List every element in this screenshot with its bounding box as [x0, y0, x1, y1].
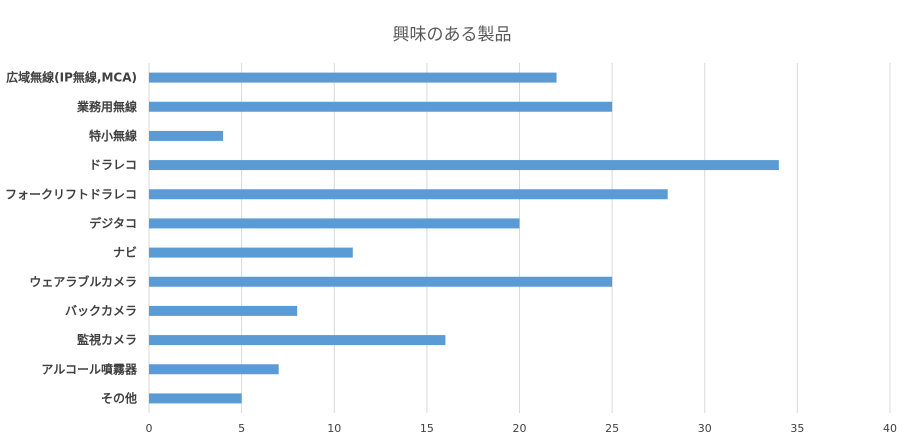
- grid-lines: [148, 63, 891, 413]
- category-labels: 広域無線(IP無線,MCA) 業務用無線特小無線ドラレコフォークリフトドラレコデジ…: [5, 70, 138, 406]
- bars: [149, 72, 779, 404]
- x-tick-label-0: 0: [146, 422, 153, 435]
- bar-4: [149, 160, 779, 171]
- x-tick-label-40: 40: [883, 422, 897, 435]
- category-label-2: 業務用無線: [76, 99, 137, 114]
- bar-3: [149, 130, 224, 141]
- bar-8: [149, 276, 613, 287]
- bar-7: [149, 247, 353, 258]
- category-label-6: デジタコ: [89, 215, 137, 230]
- category-label-8: ウェアラブルカメラ: [29, 274, 137, 289]
- category-label-4: ドラレコ: [89, 158, 137, 172]
- bar-6: [149, 218, 520, 229]
- bar-2: [149, 101, 613, 112]
- bar-11: [149, 364, 279, 375]
- bar-10: [149, 335, 446, 346]
- x-tick-label-5: 5: [238, 422, 245, 435]
- chart-title: 興味のある製品: [393, 25, 512, 45]
- category-label-9: バックカメラ: [65, 304, 137, 318]
- x-tick-label-10: 10: [327, 422, 341, 435]
- bar-9: [149, 305, 298, 316]
- bar-1: [149, 72, 557, 83]
- category-label-10: 監視カメラ: [77, 332, 137, 347]
- category-label-11: アルコール噴霧器: [41, 361, 138, 376]
- bar-5: [149, 189, 668, 200]
- category-label-1: 広域無線(IP無線,MCA): [6, 70, 137, 85]
- bar-12: [149, 393, 242, 404]
- x-axis-tick-labels: 0 5 10 15 20 25 30 35 40: [146, 422, 898, 435]
- category-label-3: 特小無線: [89, 128, 137, 143]
- category-label-5: フォークリフトドラレコ: [5, 187, 137, 201]
- x-tick-label-30: 30: [698, 422, 712, 435]
- category-label-12: その他: [101, 390, 137, 405]
- x-tick-label-35: 35: [790, 422, 804, 435]
- x-tick-label-25: 25: [605, 422, 619, 435]
- category-label-7: ナビ: [113, 245, 137, 260]
- x-tick-label-20: 20: [513, 422, 527, 435]
- x-tick-label-15: 15: [420, 422, 434, 435]
